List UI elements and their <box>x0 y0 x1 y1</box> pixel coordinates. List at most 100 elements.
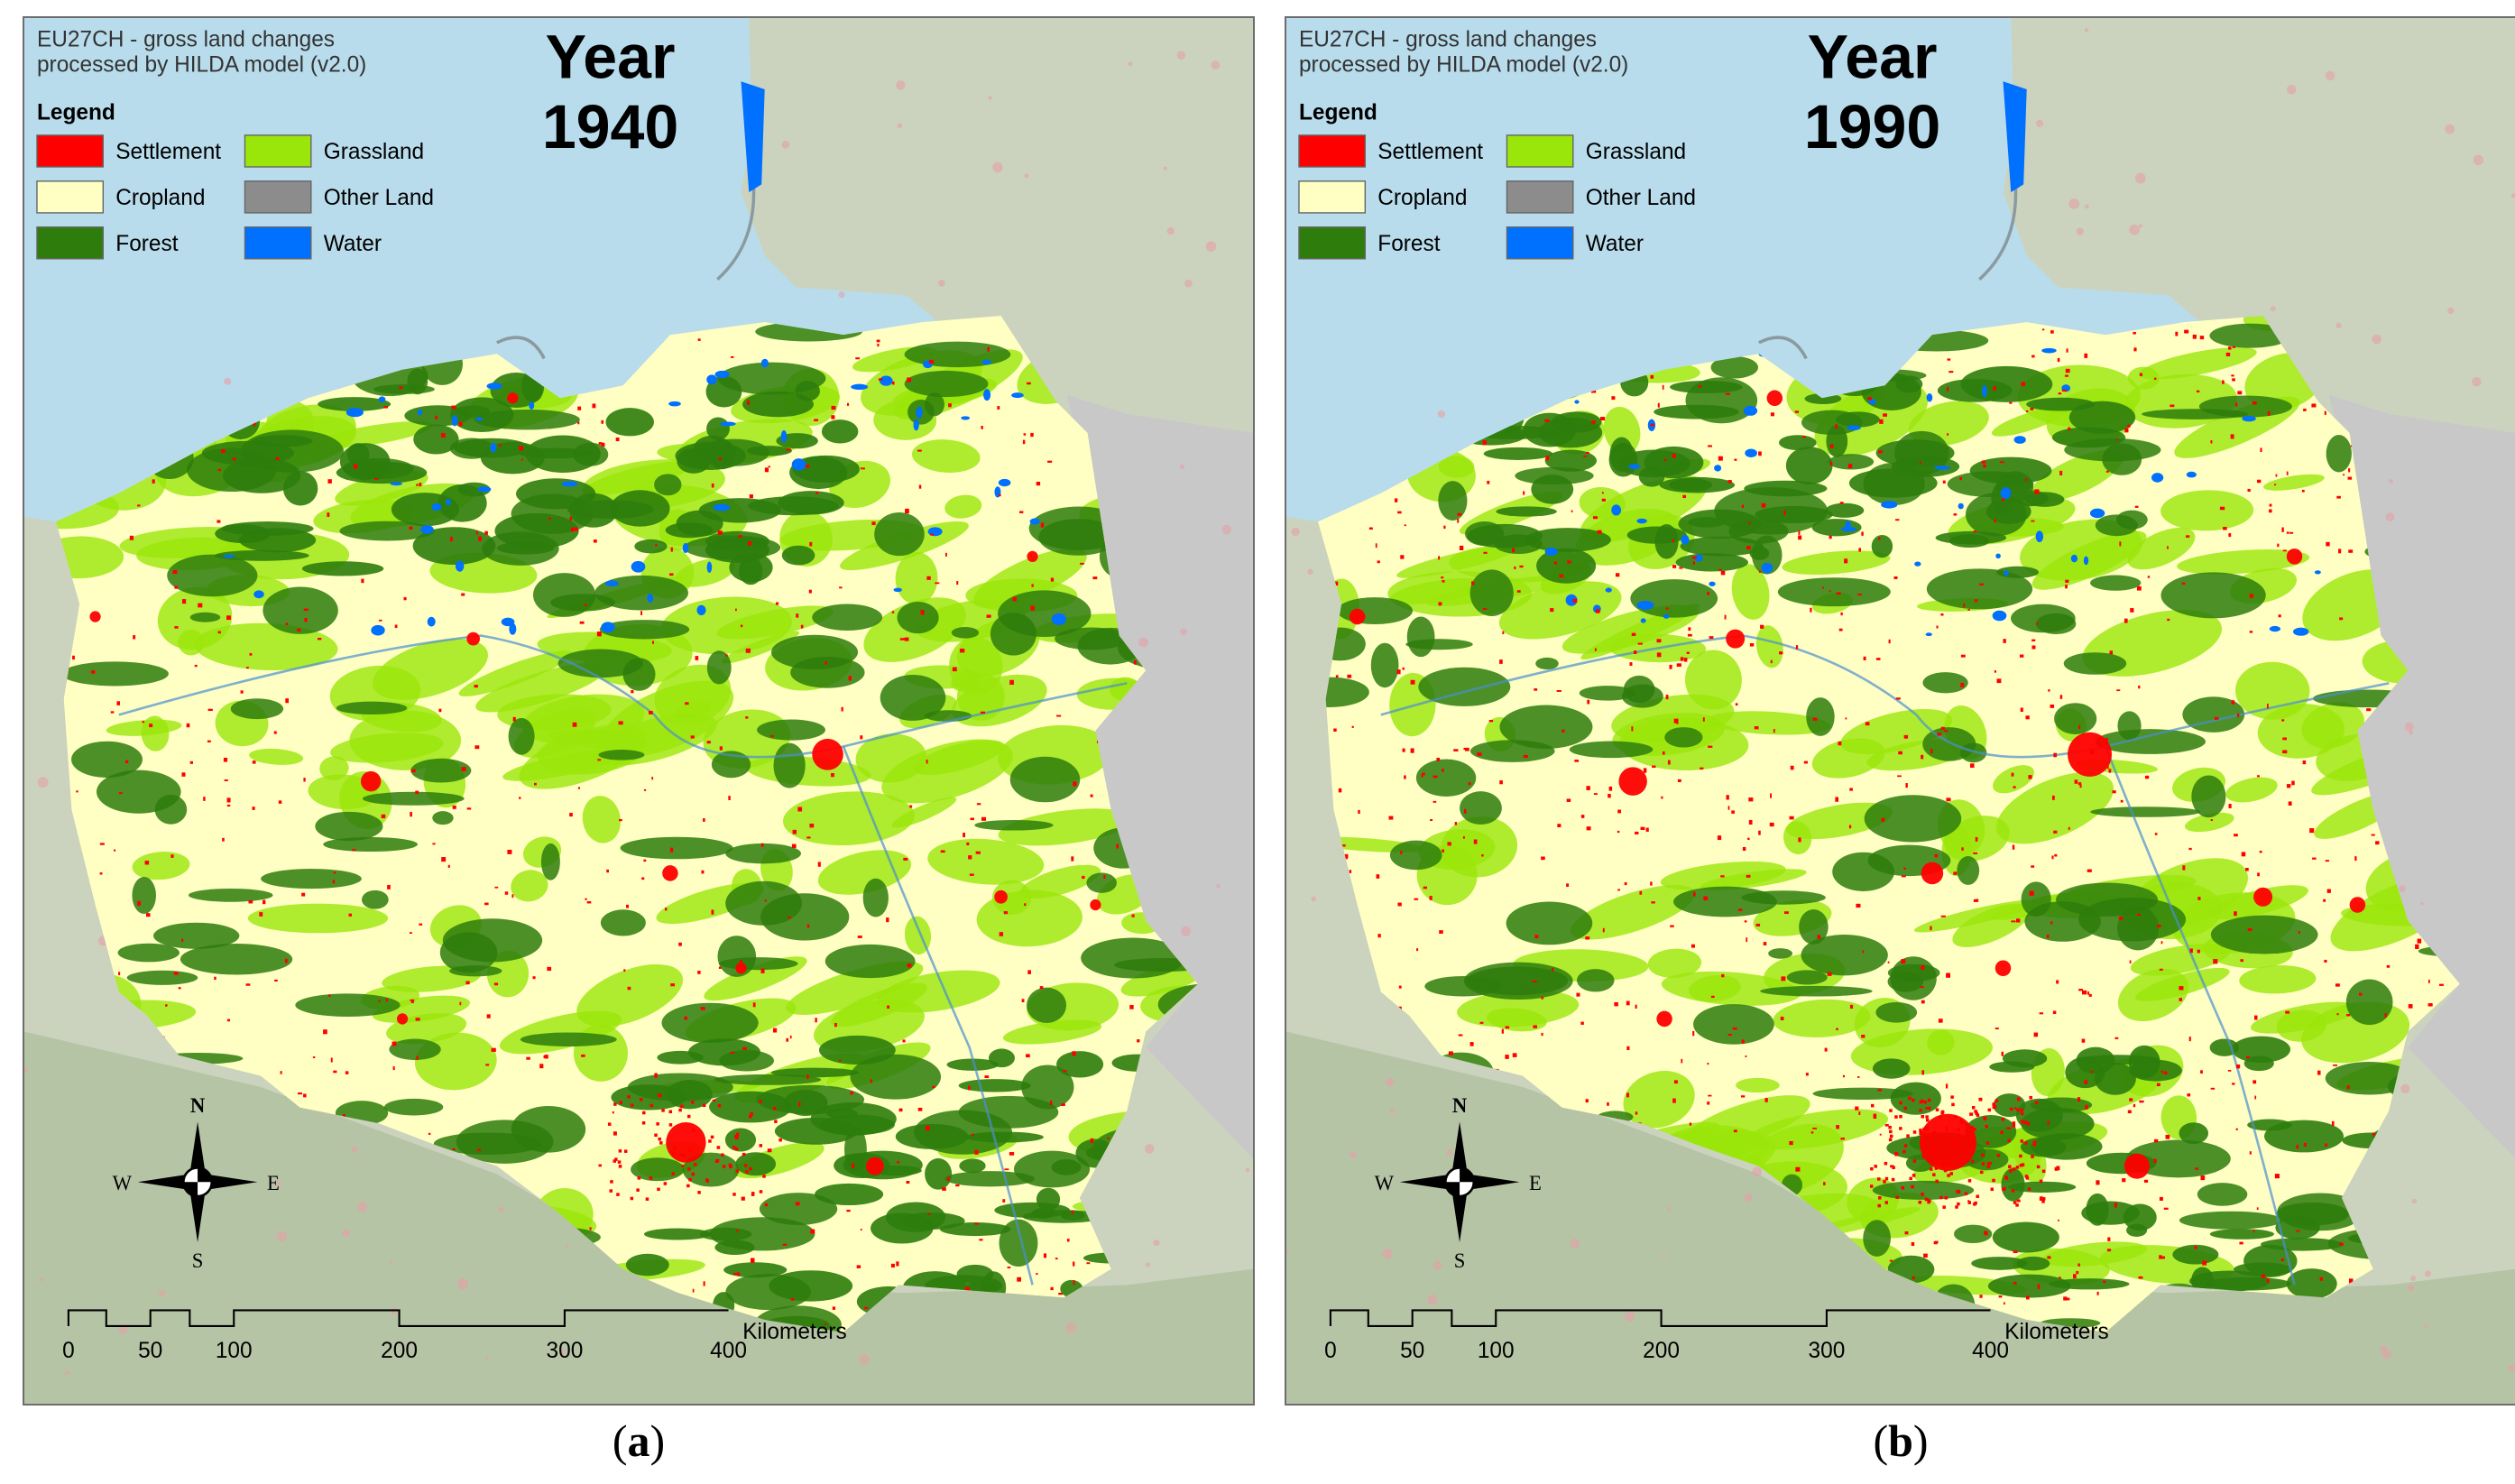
settlement-speck <box>708 1139 712 1143</box>
settlement-speck <box>2249 1151 2252 1155</box>
settlement-speck <box>2133 347 2137 352</box>
settlement-speck <box>2029 1095 2032 1100</box>
settlement-speck <box>2139 373 2143 376</box>
settlement-speck <box>1769 822 1774 827</box>
neighbour-town <box>2510 193 2515 198</box>
settlement-speck <box>2020 707 2023 713</box>
forest-patch <box>904 370 989 398</box>
settlement-city <box>1349 608 1366 625</box>
settlement-speck <box>2009 1107 2013 1111</box>
settlement-speck <box>2050 330 2054 334</box>
settlement-speck <box>2136 913 2141 916</box>
settlement-speck <box>691 1172 695 1176</box>
grassland-patch <box>458 650 573 696</box>
forest-patch <box>2090 575 2142 591</box>
settlement-speck <box>692 1288 695 1293</box>
settlement-speck <box>606 869 609 873</box>
settlement-speck <box>1912 1130 1917 1134</box>
forest-patch <box>201 440 295 465</box>
settlement-speck <box>1973 1146 1976 1149</box>
lake <box>501 617 515 627</box>
neighbour-town <box>64 1369 70 1376</box>
settlement-speck <box>1923 1101 1927 1104</box>
settlement-city <box>2123 1153 2150 1179</box>
forest-patch <box>2068 401 2136 434</box>
forest-patch <box>295 993 401 1017</box>
settlement-speck <box>452 805 456 809</box>
settlement-speck <box>2076 1270 2079 1275</box>
grassland-patch <box>1120 962 1198 997</box>
settlement-speck <box>984 1075 990 1079</box>
legend-swatch-cropland <box>36 180 105 214</box>
legend-label-settlement: Settlement <box>1377 140 1483 164</box>
settlement-speck <box>1973 852 1978 854</box>
settlement-speck <box>1594 648 1597 651</box>
settlement-speck <box>2236 1064 2241 1069</box>
settlement-speck <box>1650 881 1653 886</box>
lake <box>1748 406 1756 414</box>
settlement-speck <box>905 508 909 514</box>
settlement-speck <box>764 467 769 473</box>
neighbour-town <box>351 1146 358 1153</box>
settlement-speck <box>631 690 634 694</box>
forest-patch <box>410 758 472 783</box>
settlement-speck <box>1523 491 1525 495</box>
forest-patch <box>688 1038 760 1066</box>
settlement-speck <box>2065 585 2068 589</box>
scale-tick-label: 50 <box>1400 1339 1424 1363</box>
settlement-speck <box>1877 1203 1881 1208</box>
lake <box>1982 384 1987 398</box>
forest-patch <box>904 341 1011 368</box>
grassland-patch <box>716 605 834 640</box>
settlement-speck <box>2336 495 2341 499</box>
neighbour-town <box>1176 51 1186 60</box>
settlement-speck <box>1781 976 1786 982</box>
settlement-speck <box>2223 527 2227 530</box>
settlement-speck <box>1617 830 1620 834</box>
settlement-speck <box>1377 560 1380 564</box>
settlement-speck <box>2303 1142 2307 1147</box>
settlement-speck <box>673 1146 677 1150</box>
scale-tick-label: 0 <box>62 1339 75 1363</box>
settlement-speck <box>1692 1030 1695 1037</box>
settlement-speck <box>1960 682 1965 687</box>
lake <box>253 590 264 599</box>
settlement-speck <box>2036 1165 2041 1169</box>
settlement-speck <box>223 757 228 762</box>
settlement-speck <box>1724 614 1727 620</box>
settlement-speck <box>1544 419 1550 422</box>
settlement-speck <box>814 419 819 421</box>
settlement-speck <box>1986 1165 1991 1168</box>
settlement-speck <box>2386 964 2391 968</box>
settlement-speck <box>1798 837 1801 843</box>
settlement-speck <box>76 790 78 793</box>
settlement-speck <box>2024 1175 2029 1178</box>
settlement-speck <box>1024 903 1027 907</box>
settlement-speck <box>2057 357 2060 363</box>
settlement-speck <box>2031 639 2036 641</box>
settlement-speck <box>1999 461 2004 464</box>
settlement-speck <box>1770 793 1772 798</box>
settlement-speck <box>1397 511 1402 514</box>
settlement-speck <box>1707 592 1710 595</box>
settlement-speck <box>1947 1174 1950 1177</box>
settlement-speck <box>1985 1124 1988 1129</box>
settlement-speck <box>2046 935 2050 938</box>
forest-patch <box>1995 566 2040 578</box>
settlement-speck <box>716 1146 721 1149</box>
settlement-speck <box>1501 1028 1504 1034</box>
neighbour-town <box>2325 70 2335 81</box>
settlement-speck <box>2348 468 2351 473</box>
settlement-speck <box>1829 461 1833 466</box>
settlement-speck <box>1002 1199 1006 1203</box>
settlement-speck <box>1951 1142 1955 1146</box>
settlement-speck <box>494 886 499 889</box>
year-title: Year <box>1808 23 1938 92</box>
settlement-speck <box>1795 1166 1801 1172</box>
settlement-speck <box>1725 392 1730 395</box>
settlement-speck <box>2186 535 2190 538</box>
settlement-speck <box>1733 1129 1737 1133</box>
grassland-patch <box>247 903 389 934</box>
settlement-speck <box>2303 408 2307 411</box>
settlement-speck <box>2346 1013 2351 1017</box>
